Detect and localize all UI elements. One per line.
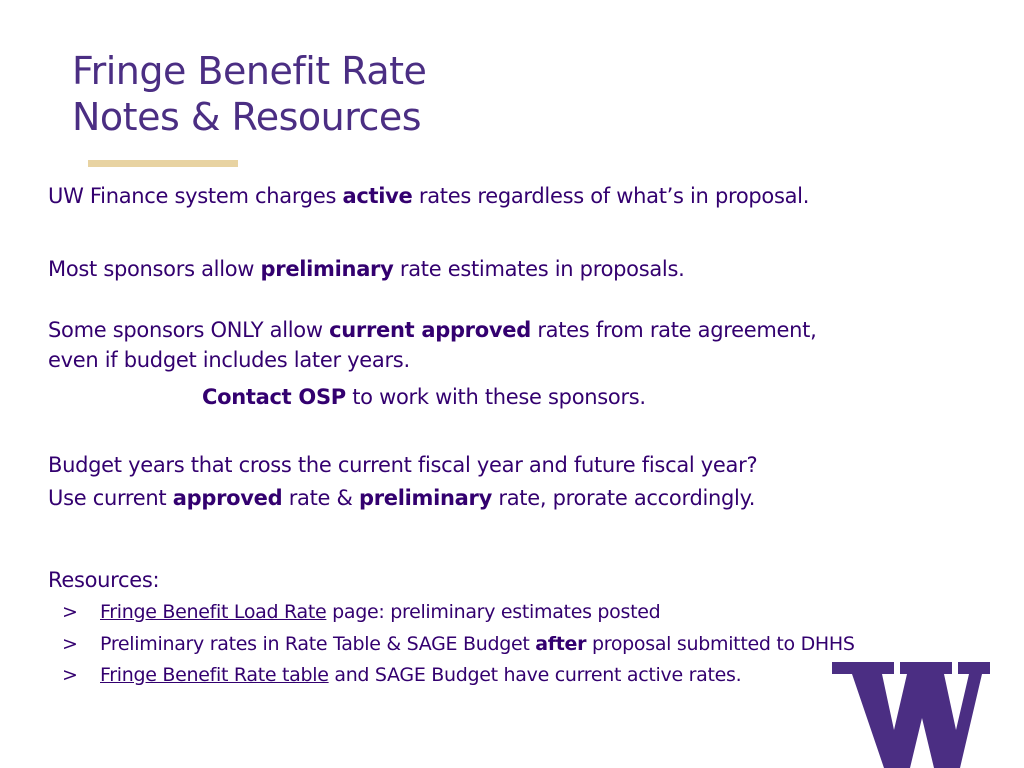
title-underline-bar [88, 160, 238, 167]
note-active-rates: UW Finance system charges active rates r… [48, 184, 810, 208]
fringe-benefit-load-rate-link[interactable]: Fringe Benefit Load Rate [100, 601, 327, 623]
resources-heading: Resources: [48, 568, 160, 592]
title-line-1: Fringe Benefit Rate [72, 49, 427, 93]
note-budget-years-question: Budget years that cross the current fisc… [48, 453, 758, 477]
chevron-right-icon: > [62, 632, 78, 655]
uw-w-logo-icon [832, 662, 990, 768]
fringe-benefit-rate-table-link[interactable]: Fringe Benefit Rate table [100, 664, 329, 686]
chevron-right-icon: > [62, 664, 78, 686]
note-budget-years-answer: Use current approved rate & preliminary … [48, 486, 756, 510]
note-contact-osp: Contact OSP to work with these sponsors. [202, 385, 646, 409]
title-line-2: Notes & Resources [72, 95, 422, 139]
chevron-right-icon: > [62, 601, 78, 623]
page-title: Fringe Benefit Rate Notes & Resources [72, 48, 427, 140]
note-current-approved-line1: Some sponsors ONLY allow current approve… [48, 318, 817, 342]
note-current-approved-line2: even if budget includes later years. [48, 348, 410, 372]
note-preliminary-rates: Most sponsors allow preliminary rate est… [48, 257, 685, 281]
